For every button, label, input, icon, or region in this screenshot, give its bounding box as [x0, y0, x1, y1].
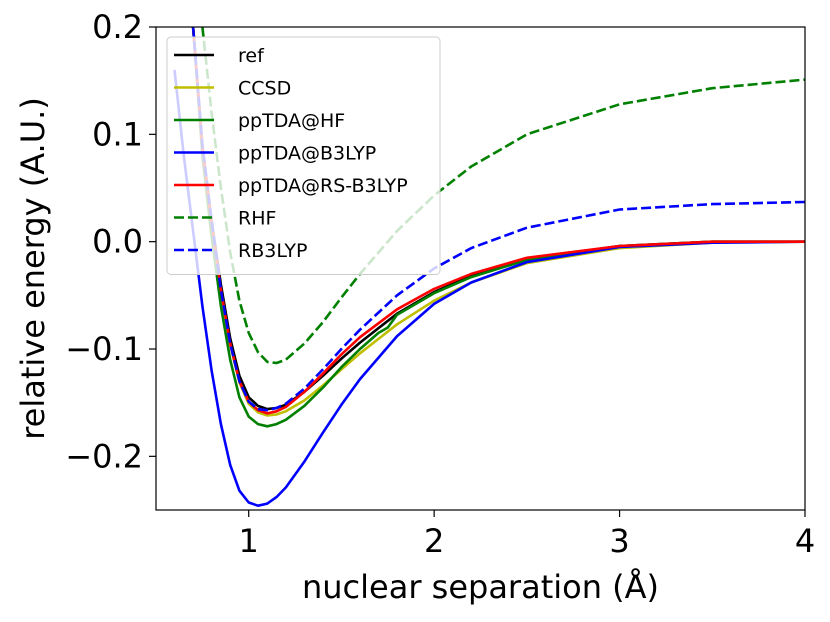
- series-layer: [173, 27, 805, 508]
- legend-label: RHF: [238, 208, 276, 230]
- x-axis: 1 2 3 4: [239, 510, 815, 560]
- plot-frame: [155, 26, 806, 511]
- legend-label: ppTDA@HF: [238, 110, 345, 132]
- y-tick-label: −0.1: [65, 330, 143, 368]
- x-tick-label: 3: [609, 522, 629, 560]
- legend: ref CCSD ppTDA@HF ppTDA@B3LYP ppTDA@RS-B3LYP…: [166, 36, 441, 275]
- series-line-pptda-hf: [191, 27, 805, 428]
- series-line-rb3lyp: [191, 27, 805, 412]
- series-line-pptda-rs-b3lyp: [191, 27, 805, 415]
- legend-box: [166, 36, 441, 275]
- series-line-pptda-b3lyp: [173, 69, 805, 508]
- y-axis-label: relative energy (A.U.): [14, 97, 52, 440]
- x-tick-label: 4: [795, 522, 815, 560]
- legend-label: ref: [238, 45, 265, 67]
- legend-label: ppTDA@B3LYP: [238, 143, 376, 165]
- y-tick-label: 0.2: [92, 8, 143, 46]
- legend-label: ppTDA@RS-B3LYP: [238, 175, 408, 197]
- legend-label: CCSD: [238, 78, 291, 100]
- x-axis-label: nuclear separation (Å): [302, 568, 659, 606]
- x-tick-label: 2: [424, 522, 444, 560]
- y-tick-label: 0.1: [92, 115, 143, 153]
- y-axis: −0.2 −0.1 0.0 0.1 0.2: [65, 8, 156, 475]
- y-tick-label: 0.0: [92, 223, 143, 261]
- x-tick-label: 1: [239, 522, 259, 560]
- legend-label: RB3LYP: [238, 240, 307, 262]
- y-tick-label: −0.2: [65, 437, 143, 475]
